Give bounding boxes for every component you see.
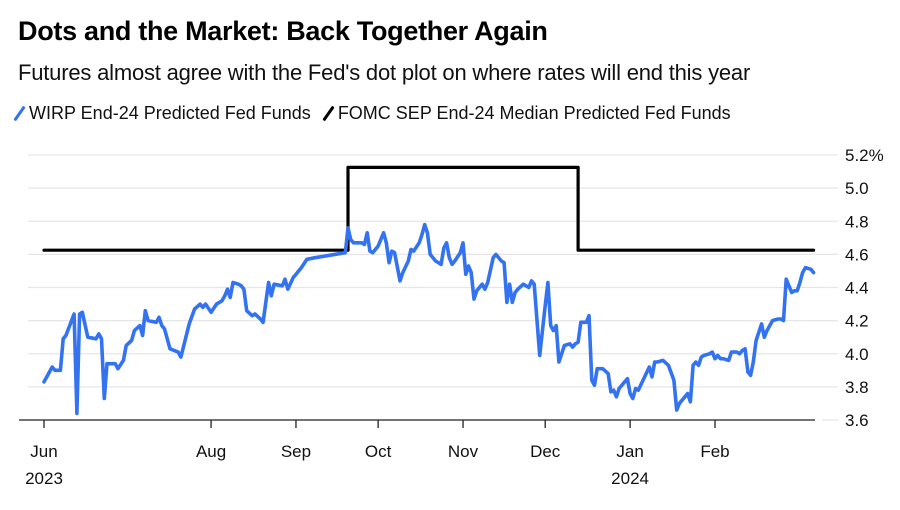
x-tick-label: Jan <box>616 442 643 461</box>
x-tick-label: Feb <box>700 442 729 461</box>
x-tick-label: Sep <box>281 442 311 461</box>
y-tick-label: 3.8 <box>845 378 869 397</box>
y-tick-label: 4.0 <box>845 345 869 364</box>
y-tick-label: 4.8 <box>845 212 869 231</box>
x-tick-label: Jun <box>30 442 57 461</box>
x-tick-label: Dec <box>530 442 561 461</box>
series-line-fomc <box>42 165 816 252</box>
y-tick-label: 4.2 <box>845 312 869 331</box>
legend-item-fomc: FOMC SEP End-24 Median Predicted Fed Fun… <box>322 103 731 124</box>
y-tick-label: 3.6 <box>845 411 869 430</box>
y-tick-label: 4.6 <box>845 245 869 264</box>
x-tick-year-label: 2023 <box>25 469 63 488</box>
y-tick-label: 5.0 <box>845 179 869 198</box>
x-tick-label: Aug <box>196 442 226 461</box>
x-tick-label: Nov <box>448 442 479 461</box>
legend-label-fomc: FOMC SEP End-24 Median Predicted Fed Fun… <box>337 103 731 123</box>
legend-item-wirp: WIRP End-24 Predicted Fed Funds <box>13 103 311 124</box>
series-line-wirp <box>42 222 816 416</box>
legend: WIRP End-24 Predicted Fed Funds FOMC SEP… <box>13 103 731 124</box>
x-axis: Jun 2023 Aug Sep Oct Nov Dec Jan 2024 Feb <box>19 419 815 488</box>
y-tick-label: 5.2% <box>845 146 884 165</box>
y-axis: 5.2% 5.0 4.8 4.6 4.4 4.2 4.0 3.8 3.6 <box>845 146 884 430</box>
gridlines <box>28 154 838 421</box>
y-tick-label: 4.4 <box>845 279 869 298</box>
legend-label-wirp: WIRP End-24 Predicted Fed Funds <box>29 103 311 123</box>
chart-title: Dots and the Market: Back Together Again <box>18 16 548 46</box>
series-lines <box>42 165 816 416</box>
chart-subtitle: Futures almost agree with the Fed's dot … <box>18 60 751 85</box>
x-tick-label: Oct <box>365 442 392 461</box>
x-tick-year-label: 2024 <box>611 469 649 488</box>
